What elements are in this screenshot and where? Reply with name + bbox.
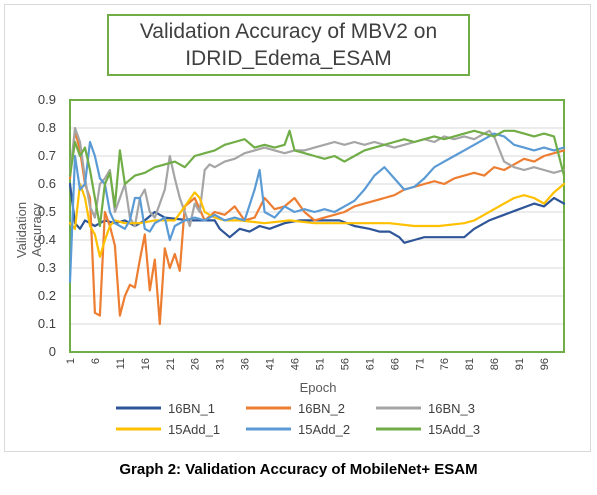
legend-label: 15Add_3 — [428, 422, 480, 437]
x-tick-label: 46 — [290, 358, 302, 370]
x-tick-label: 51 — [314, 358, 326, 370]
y-tick-label: 0 — [49, 344, 56, 359]
y-axis-label-line-1: Validation — [14, 202, 29, 258]
legend-label: 15Add_1 — [168, 422, 220, 437]
x-tick-label: 26 — [190, 358, 202, 370]
y-tick-label: 0.3 — [38, 260, 56, 275]
x-tick-label: 11 — [115, 358, 127, 369]
chart-frame — [4, 4, 591, 452]
chart-title-line-1: Validation Accuracy of MBV2 on — [139, 20, 438, 43]
y-tick-label: 0.2 — [38, 288, 56, 303]
y-tick-label: 0.7 — [38, 148, 56, 163]
series-line-15add-2 — [68, 132, 566, 284]
x-tick-label: 61 — [364, 358, 376, 370]
x-tick-label: 41 — [265, 358, 277, 370]
series-lines — [68, 126, 566, 326]
x-tick-label: 56 — [339, 358, 351, 370]
legend-label: 16BN_3 — [428, 401, 475, 416]
y-tick-label: 0.5 — [38, 204, 56, 219]
plot-area-border — [69, 99, 565, 353]
y-tick-label: 0.4 — [38, 232, 56, 247]
chart-title-line-2: IDRID_Edema_ESAM — [185, 47, 392, 70]
x-tick-label: 66 — [389, 358, 401, 370]
x-tick-label: 31 — [215, 358, 227, 370]
x-tick-label: 16 — [140, 358, 152, 370]
series-line-16bn-1 — [68, 182, 566, 244]
x-tick-label: 1 — [65, 358, 77, 364]
x-tick-label: 71 — [414, 358, 426, 370]
legend-label: 16BN_1 — [168, 401, 215, 416]
legend-label: 16BN_2 — [298, 401, 345, 416]
x-tick-label: 21 — [165, 358, 177, 370]
y-tick-label: 0.9 — [38, 92, 56, 107]
x-tick-label: 96 — [539, 358, 551, 370]
line-chart: 00.10.20.30.40.50.60.70.80.9 1 6 11 16 21 26 3… — [14, 92, 566, 437]
y-tick-label: 0.1 — [38, 316, 56, 331]
x-axis-label: Epoch — [300, 380, 337, 395]
y-axis-label-line-2: Accuracy — [29, 203, 44, 257]
series-line-16bn-3 — [68, 126, 566, 228]
y-tick-label: 0.8 — [38, 120, 56, 135]
legend: 16BN_1 16BN_2 16BN_3 15Add_1 15Add_2 15Add_3 — [116, 401, 480, 437]
series-line-16bn-2 — [68, 129, 566, 326]
series-line-15add-3 — [68, 129, 566, 228]
legend-label: 15Add_2 — [298, 422, 350, 437]
chart-title-box: Validation Accuracy of MBV2 on IDRID_Ede… — [107, 14, 470, 76]
x-tick-labels: 1 6 11 16 21 26 31 36 41 46 51 56 61 66 71 76 81 86 91 96 — [65, 358, 551, 370]
x-tick-label: 86 — [489, 358, 501, 370]
x-tick-label: 76 — [439, 358, 451, 370]
y-axis-label: Validation Accuracy — [14, 202, 44, 258]
x-tick-label: 36 — [240, 358, 252, 370]
figure-caption: Graph 2: Validation Accuracy of MobileNe… — [119, 461, 478, 478]
y-tick-labels: 0 0.1 0.2 0.3 0.4 0.5 0.6 0.7 0.8 0.9 — [38, 92, 56, 359]
x-tick-label: 6 — [90, 358, 102, 364]
x-tick-label: 81 — [464, 358, 476, 370]
y-tick-label: 0.6 — [38, 176, 56, 191]
x-tick-label: 91 — [514, 358, 526, 370]
